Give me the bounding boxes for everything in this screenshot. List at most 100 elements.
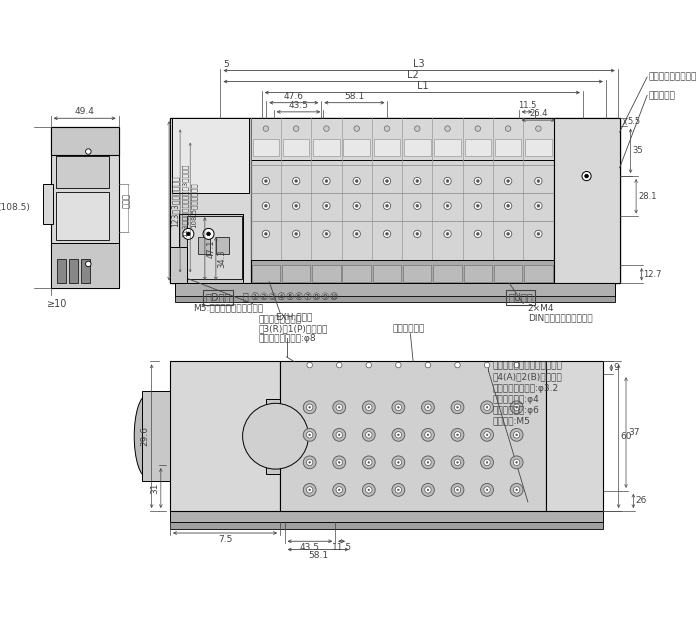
Circle shape — [481, 401, 493, 414]
Circle shape — [481, 484, 493, 496]
Text: EXH.吏出口: EXH.吏出口 — [276, 313, 313, 322]
Circle shape — [337, 362, 342, 368]
Circle shape — [323, 126, 329, 132]
Bar — [253, 139, 279, 156]
Circle shape — [332, 401, 346, 414]
Text: 37: 37 — [628, 428, 639, 437]
Bar — [170, 361, 280, 511]
Bar — [170, 511, 603, 522]
Circle shape — [325, 179, 328, 183]
Circle shape — [446, 232, 449, 235]
Circle shape — [513, 432, 520, 438]
Circle shape — [395, 362, 401, 368]
Circle shape — [307, 362, 312, 368]
Circle shape — [85, 261, 91, 266]
Text: Ⓠ·①②③④⑤⑥⑦⑧⑨⑩: Ⓠ·①②③④⑤⑥⑦⑧⑨⑩ — [243, 292, 340, 302]
Circle shape — [481, 456, 493, 469]
Circle shape — [336, 487, 342, 493]
Bar — [283, 139, 309, 156]
Circle shape — [365, 432, 372, 438]
Bar — [251, 118, 554, 283]
Circle shape — [186, 232, 190, 236]
Circle shape — [336, 459, 342, 466]
Circle shape — [309, 461, 311, 463]
Text: 5.5: 5.5 — [627, 117, 640, 127]
Circle shape — [535, 202, 542, 209]
Circle shape — [363, 484, 375, 496]
Bar — [373, 265, 401, 281]
Circle shape — [535, 178, 542, 184]
Circle shape — [484, 362, 490, 368]
Circle shape — [455, 362, 460, 368]
Circle shape — [323, 230, 330, 238]
Circle shape — [537, 232, 540, 235]
Text: ≥10: ≥10 — [47, 299, 67, 309]
Circle shape — [484, 404, 490, 410]
Circle shape — [421, 484, 434, 496]
Bar — [546, 361, 603, 511]
Text: M5:外部パイロットポート: M5:外部パイロットポート — [193, 304, 263, 312]
Bar — [170, 118, 620, 283]
Circle shape — [295, 179, 298, 183]
Circle shape — [416, 179, 419, 183]
Text: 47.1: 47.1 — [206, 240, 216, 258]
Text: 3(R)，1(P)ポート、: 3(R)，1(P)ポート、 — [259, 325, 328, 334]
Circle shape — [505, 202, 512, 209]
Text: 47.6: 47.6 — [284, 92, 304, 101]
Circle shape — [395, 404, 402, 410]
Circle shape — [332, 484, 346, 496]
Bar — [179, 214, 244, 283]
Circle shape — [395, 432, 402, 438]
Bar — [170, 247, 186, 283]
Circle shape — [425, 404, 431, 410]
Circle shape — [309, 406, 311, 408]
Circle shape — [477, 204, 480, 207]
Bar — [312, 265, 341, 281]
Text: 49.4: 49.4 — [75, 107, 94, 117]
Circle shape — [265, 232, 267, 235]
Circle shape — [456, 489, 459, 491]
Text: 適用チューブ外径:φ3.2: 適用チューブ外径:φ3.2 — [493, 384, 559, 392]
Circle shape — [303, 484, 316, 496]
Circle shape — [243, 403, 309, 469]
Text: インジケータランプ: インジケータランプ — [649, 73, 697, 81]
Bar — [251, 260, 554, 283]
Circle shape — [353, 178, 360, 184]
Circle shape — [368, 461, 370, 463]
Circle shape — [323, 178, 330, 184]
Bar — [403, 265, 431, 281]
Circle shape — [486, 489, 488, 491]
Bar — [50, 243, 118, 288]
Circle shape — [507, 179, 510, 183]
Bar — [494, 265, 522, 281]
Circle shape — [338, 406, 340, 408]
Circle shape — [451, 401, 464, 414]
Circle shape — [307, 487, 313, 493]
Text: 58.1: 58.1 — [308, 551, 328, 560]
Circle shape — [309, 489, 311, 491]
Circle shape — [510, 456, 523, 469]
Circle shape — [416, 232, 419, 235]
Bar — [197, 237, 211, 254]
Circle shape — [354, 126, 360, 132]
Text: L1: L1 — [416, 81, 428, 91]
Bar — [174, 296, 615, 302]
Circle shape — [484, 432, 490, 438]
Circle shape — [307, 459, 313, 466]
Circle shape — [414, 178, 421, 184]
Bar — [50, 127, 118, 155]
Circle shape — [384, 178, 391, 184]
Text: ワンタッチ管継手，ねじ配管: ワンタッチ管継手，ねじ配管 — [493, 361, 563, 371]
Circle shape — [582, 171, 591, 181]
Circle shape — [368, 489, 370, 491]
Text: 9: 9 — [613, 363, 619, 373]
Circle shape — [505, 126, 511, 132]
Circle shape — [481, 428, 493, 442]
Text: 31: 31 — [150, 483, 159, 494]
Circle shape — [477, 232, 480, 235]
Circle shape — [293, 230, 300, 238]
Circle shape — [386, 179, 389, 183]
Bar — [282, 265, 310, 281]
Circle shape — [510, 428, 523, 442]
Circle shape — [384, 202, 391, 209]
